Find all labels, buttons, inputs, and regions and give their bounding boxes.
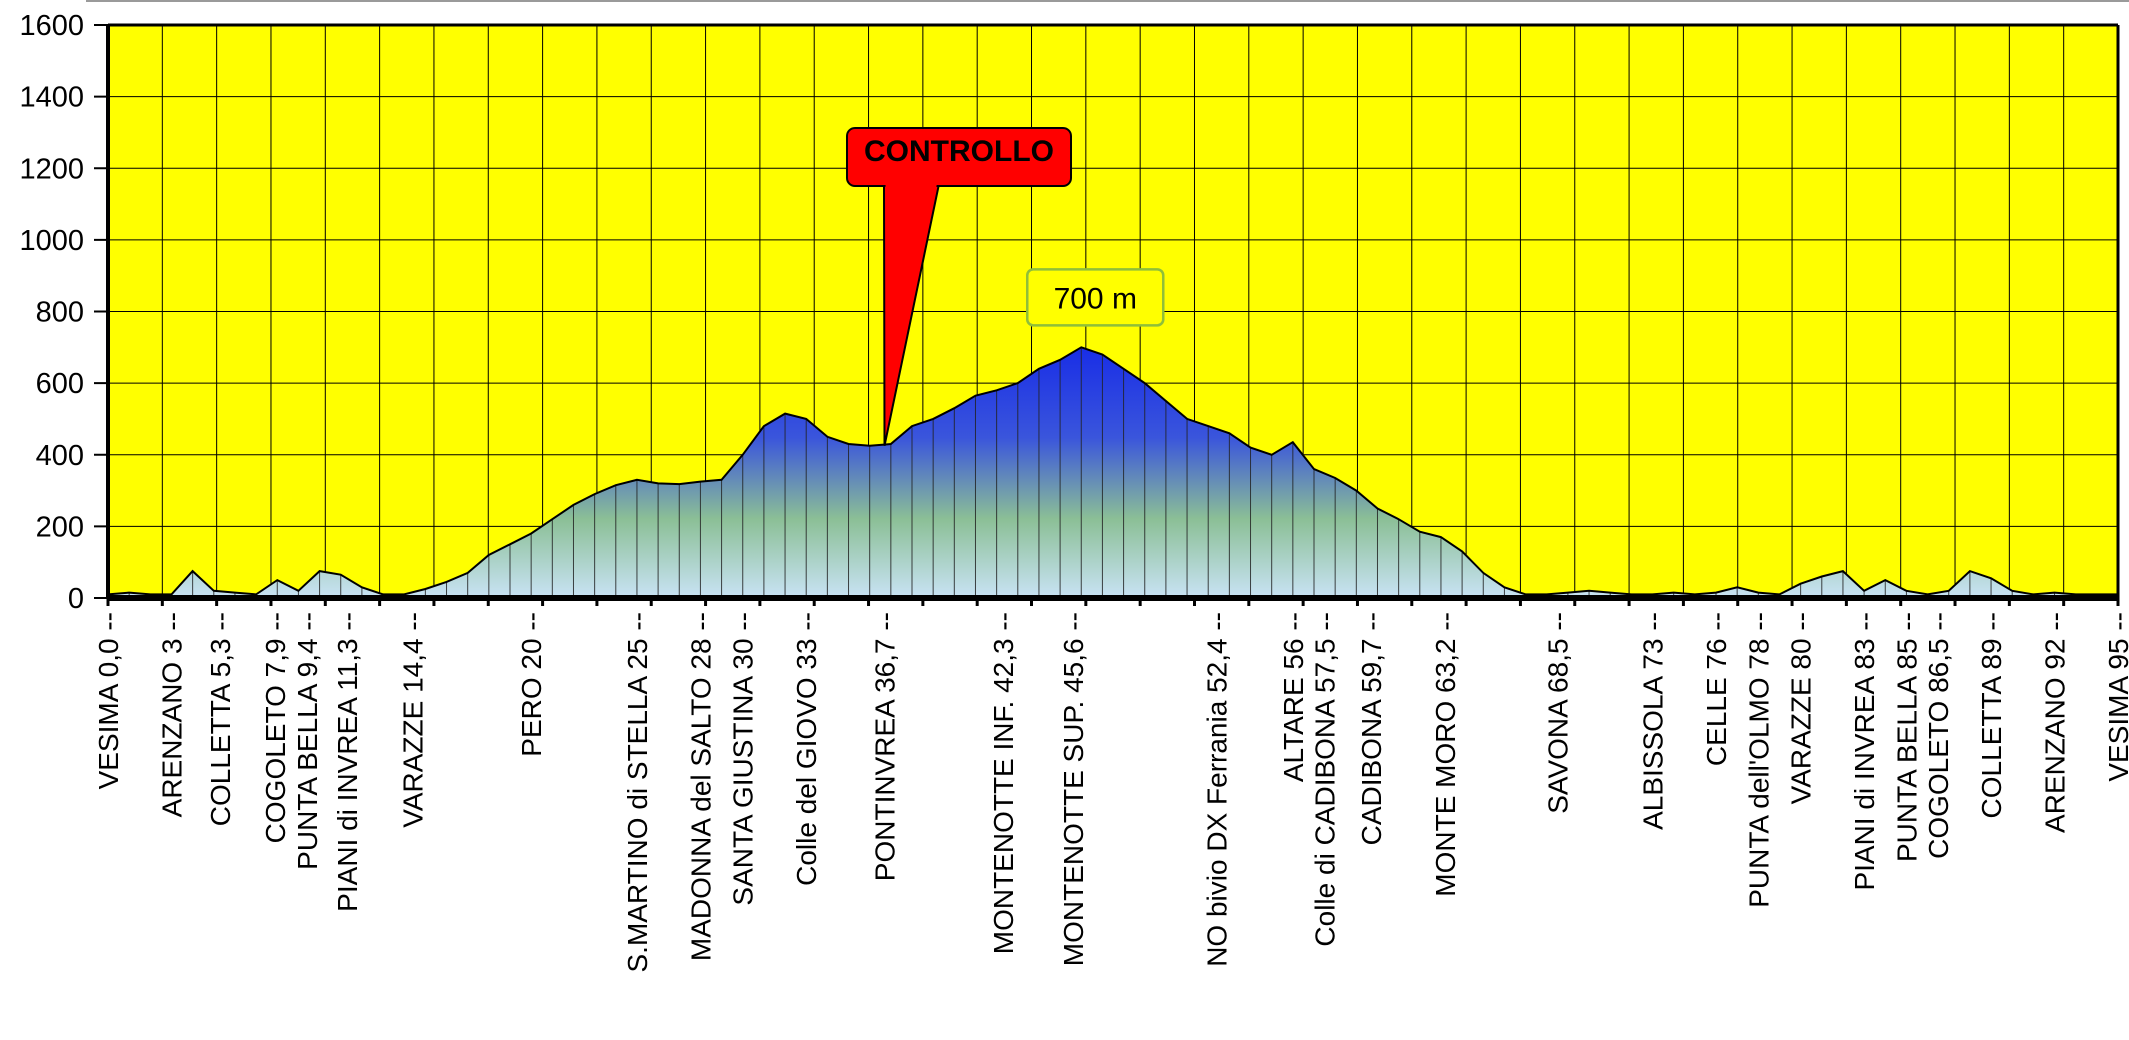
waypoint-label: CELLE 76 -- (1701, 612, 1732, 766)
y-tick-label: 1400 (19, 82, 84, 114)
y-tick-label: 800 (36, 297, 84, 329)
peak-elevation-label-box (1026, 268, 1165, 327)
waypoint-label: COGOLETO 86,5 -- (1923, 612, 1954, 859)
waypoint-label: Colle del GIOVO 33 -- (791, 612, 822, 886)
waypoint-label: PIANI di INVREA 83 -- (1849, 612, 1880, 891)
y-tick-label: 200 (36, 511, 84, 543)
peak-elevation-label: 700 m (1054, 282, 1137, 315)
waypoint-label: MONTENOTTE SUP. 45,6 -- (1058, 612, 1089, 966)
waypoint-label: NO bivio DX Ferrania 52,4 -- (1202, 612, 1233, 967)
waypoint-label: PERO 20 -- (516, 612, 547, 757)
waypoint-label: MONTENOTTE INF. 42,3 -- (988, 612, 1019, 954)
waypoint-label: ARENZANO 92 -- (2040, 612, 2071, 833)
waypoint-label: CADIBONA 59,7 -- (1356, 612, 1387, 845)
waypoint-label: PUNTA dell'OLMO 78 -- (1743, 612, 1774, 908)
y-tick-label: 1600 (19, 10, 84, 42)
waypoint-label: VARAZZE 14,4 -- (398, 612, 429, 828)
waypoint-label: Colle di CADIBONA 57,5 -- (1310, 612, 1341, 947)
waypoint-label: VARAZZE 80 -- (1786, 612, 1817, 804)
waypoint-label: MONTE MORO 63,2 -- (1430, 612, 1461, 897)
waypoint-label: COGOLETO 7,9 -- (260, 612, 291, 843)
elevation-area (108, 347, 2118, 598)
waypoint-label: SANTA GIUSTINA 30 -- (728, 612, 759, 906)
waypoint-label: PUNTA BELLA 85 -- (1891, 612, 1922, 862)
waypoint-label: PONTINVREA 36,7 -- (870, 612, 901, 881)
waypoint-label: PUNTA BELLA 9,4 -- (292, 612, 323, 870)
y-tick-label: 0 (68, 583, 84, 615)
waypoint-label: VESIMA 95 -- (2103, 612, 2129, 782)
controllo-callout-seam (885, 182, 937, 190)
waypoint-label: ALBISSOLA 73 -- (1638, 612, 1669, 830)
waypoint-label: COLLETTA 5,3 -- (205, 612, 236, 826)
controllo-callout-text: CONTROLLO (864, 135, 1054, 168)
y-tick-label: 1000 (19, 225, 84, 257)
y-tick-label: 400 (36, 440, 84, 472)
controllo-callout-box (846, 127, 1072, 187)
elevation-line (107, 346, 2118, 596)
annotations: CONTROLLO 700 m (846, 127, 1165, 447)
waypoint-label: S.MARTINO di STELLA 25 -- (622, 612, 653, 973)
waypoint-label: VESIMA 0,0 -- (93, 612, 124, 789)
waypoint-label: COLLETTA 89 -- (1976, 612, 2007, 818)
waypoint-label: SAVONA 68,5 -- (1542, 612, 1573, 814)
y-axis-ticks: 0 200 400 600 800 1000 1200 1400 1600 (19, 10, 108, 615)
waypoint-label: ARENZANO 3 -- (157, 612, 188, 817)
waypoint-label: MADONNA del SALTO 28 -- (685, 612, 716, 961)
waypoint-label: ALTARE 56 -- (1278, 612, 1309, 782)
x-axis-waypoint-labels: VESIMA 0,0 -- ARENZANO 3 -- COLLETTA 5,3 -… (93, 598, 2129, 973)
y-tick-label: 1200 (19, 153, 84, 185)
waypoint-label: PIANI di INVREA 11,3 -- (332, 612, 363, 912)
y-tick-label: 600 (36, 368, 84, 400)
